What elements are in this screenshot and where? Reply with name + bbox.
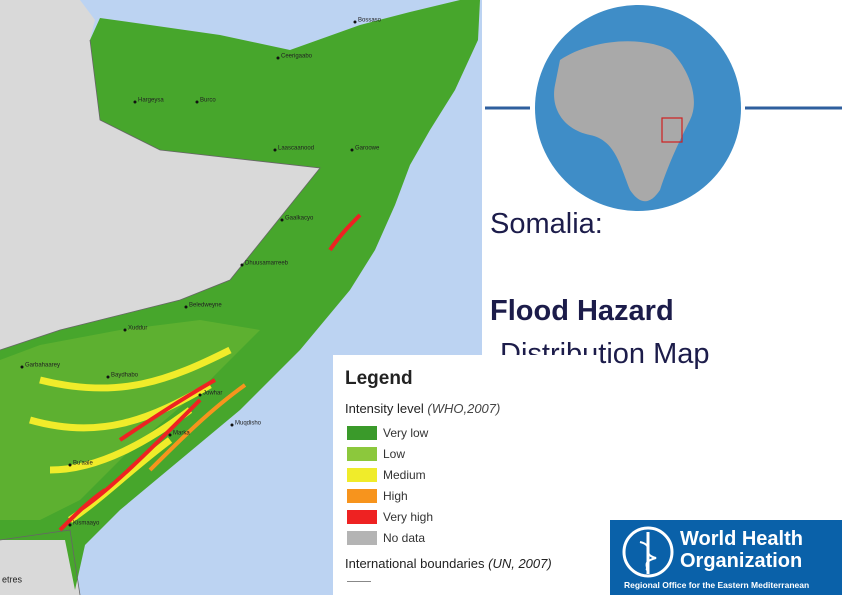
- africa: [554, 41, 694, 202]
- legend-item: Very high: [347, 509, 433, 525]
- source: (UN, 2007): [488, 556, 552, 571]
- city-dot: [106, 375, 110, 379]
- city-label: Beledweyne: [189, 303, 222, 309]
- locator: [661, 117, 683, 143]
- legend-item: Medium: [347, 467, 426, 483]
- city-label: Ceerigaabo: [281, 54, 313, 60]
- city-label: Burco: [200, 98, 216, 104]
- city-dot: [168, 433, 172, 437]
- legend-label: No data: [383, 531, 426, 545]
- legend-label: Medium: [383, 468, 426, 482]
- city-dot: [184, 305, 188, 309]
- city-label: Bu'aale: [73, 461, 93, 467]
- city-dot: [230, 423, 234, 427]
- city-label: Dhuusamarreeb: [245, 261, 289, 267]
- legend-swatch: [347, 531, 377, 545]
- flood-high: [148, 383, 247, 472]
- legend-item: High: [347, 488, 408, 504]
- legend-label: Very high: [383, 510, 434, 524]
- legend-boundaries: International boundaries (UN, 2007): [345, 556, 552, 571]
- city-dot: [240, 263, 244, 267]
- city-dot: [133, 100, 137, 104]
- city-label: Marka: [173, 431, 190, 437]
- neighbour-land: [0, 530, 80, 595]
- legend-swatch: [347, 447, 377, 461]
- legend-item: Very low: [347, 425, 428, 441]
- city-label: Muqdisho: [235, 421, 262, 427]
- neighbour-land: [0, 0, 320, 350]
- legend-swatch: [347, 489, 377, 503]
- legend-swatch: [347, 426, 377, 440]
- city-dot: [276, 56, 280, 60]
- city-dot: [68, 463, 72, 467]
- legend-label: Very low: [383, 426, 429, 440]
- boundary: [0, 529, 81, 595]
- scale-text: etres: [2, 574, 23, 584]
- city-dot: [20, 365, 24, 369]
- city-dot: [353, 20, 357, 24]
- boundary-swatch: [347, 581, 371, 582]
- legend-item: No data: [347, 530, 425, 546]
- flood-medium: [29, 346, 232, 523]
- flood-very-high: [58, 213, 362, 532]
- label: International boundaries: [345, 556, 485, 571]
- legend-subheading: Intensity level (WHO,2007): [345, 401, 500, 416]
- city-label: Garbahaarey: [25, 363, 60, 369]
- city-label: Jowhar: [203, 391, 222, 397]
- legend-item: Low: [347, 446, 405, 462]
- source: (WHO,2007): [427, 401, 501, 416]
- city-dot: [198, 393, 202, 397]
- city-label: Baydhabo: [111, 373, 139, 379]
- emblem: [622, 526, 674, 578]
- legend-heading: Legend: [345, 368, 413, 389]
- legend-label: High: [383, 489, 408, 503]
- title-line: Somalia:: [490, 208, 603, 240]
- city-dot: [280, 218, 284, 222]
- logo-text: Regional Office for the Eastern Mediterr…: [624, 580, 810, 590]
- city-label: Gaalkacyo: [285, 216, 314, 222]
- city-dot: [350, 148, 354, 152]
- label: Intensity level: [345, 401, 424, 416]
- title-line: Flood Hazard: [490, 295, 674, 327]
- legend-swatch: [347, 510, 377, 524]
- legend: Legend Intensity level (WHO,2007) Very l…: [333, 355, 599, 595]
- city-dot: [123, 328, 127, 332]
- city-label: Xuddur: [128, 326, 147, 332]
- city-label: Bossaso: [358, 18, 382, 24]
- city-dot: [273, 148, 277, 152]
- legend-label: Low: [383, 447, 406, 461]
- city-dot: [68, 523, 72, 527]
- city-label: Hargeysa: [138, 98, 164, 104]
- city-dot: [195, 100, 199, 104]
- city-label: Garoowe: [355, 146, 380, 152]
- logo-text: Organization: [680, 550, 803, 572]
- legend-swatch: [347, 468, 377, 482]
- who-logo: World Health Organization Regional Offic…: [610, 520, 842, 595]
- city-label: Kismaayo: [73, 521, 100, 527]
- boundary: [0, 39, 321, 351]
- logo-text: World Health: [680, 528, 803, 550]
- city-label: Laascaanood: [278, 146, 314, 152]
